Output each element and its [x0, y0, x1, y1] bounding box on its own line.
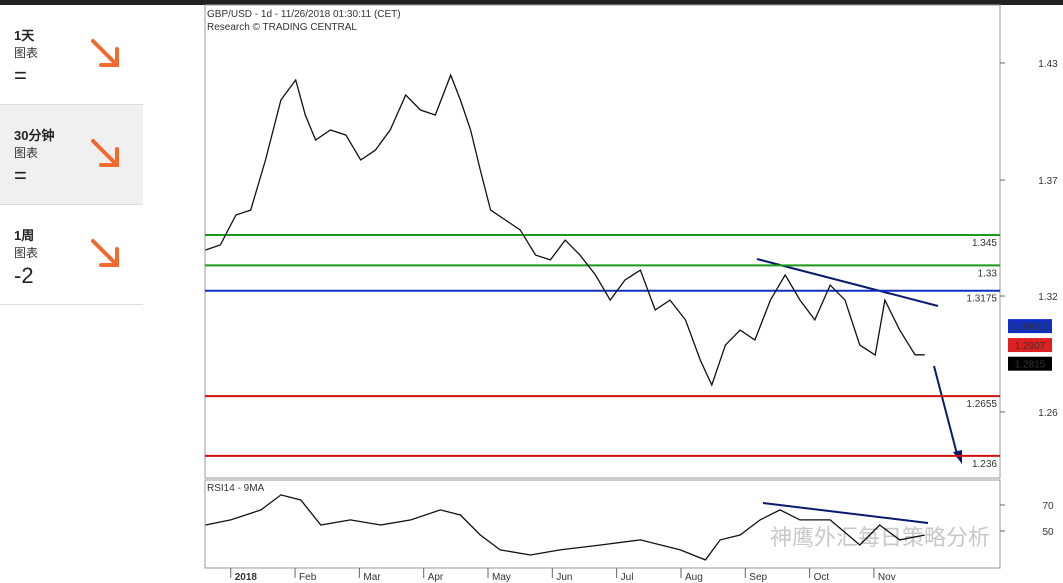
sidebar: 1天 图表 = 30分钟 图表 = 1周 图表 -2: [0, 5, 143, 305]
x-tick-label: Sep: [749, 572, 767, 583]
down-arrow-icon: [91, 239, 119, 267]
card-score: =: [14, 63, 27, 88]
chart-title: GBP/USD - 1d - 11/26/2018 01:30:11 (CET): [207, 9, 401, 20]
x-tick-label: Oct: [814, 572, 830, 583]
price-tag: [1008, 338, 1052, 353]
x-tick-label: Feb: [299, 572, 317, 583]
y-tick-label: 1.32: [1038, 292, 1058, 303]
card-label: 图表: [14, 46, 39, 60]
x-tick-label: Jul: [621, 572, 634, 583]
level-label: 1.236: [972, 459, 997, 470]
price-tag-label: 1.2815: [1015, 360, 1046, 371]
x-tick-label: Aug: [685, 572, 703, 583]
rsi-frame: [204, 479, 1001, 569]
top-bar: [0, 0, 1063, 5]
card-period: 30分钟: [14, 128, 55, 143]
price-tag: [1008, 356, 1052, 371]
card-period: 1天: [14, 28, 35, 43]
card-period: 1周: [14, 228, 35, 243]
x-tick-label: Mar: [363, 572, 381, 583]
price-tag-label: 1.2907: [1015, 341, 1046, 352]
x-tick-label: 2018: [235, 572, 258, 583]
timeframe-card: 1天图表 =: [0, 5, 143, 105]
card-score: -2: [14, 263, 34, 288]
timeframe-card: 1周图表 -2: [0, 205, 143, 305]
level-label: 1.3175: [966, 294, 997, 305]
arrow-head: [953, 450, 962, 464]
y-tick-label: 1.37: [1038, 176, 1058, 187]
card-label: 图表: [14, 146, 39, 160]
timeframe-card: 30分钟图表 =: [0, 105, 143, 205]
rsi-trend-line: [762, 502, 929, 524]
chart-subtitle: Research © TRADING CENTRAL: [207, 22, 357, 33]
down-arrow-icon: [91, 139, 119, 167]
price-tag-label: 1.30005: [1012, 322, 1049, 333]
level-label: 1.2655: [966, 399, 997, 410]
forecast-arrow: [933, 365, 959, 459]
y-tick-label: 1.26: [1038, 408, 1058, 419]
price-frame: [204, 4, 1001, 479]
level-label: 1.33: [978, 268, 998, 279]
series-line: [205, 494, 925, 561]
trend-line: [756, 258, 939, 307]
price-tag: [1008, 319, 1052, 334]
series-line: [205, 73, 925, 387]
card-label: 图表: [14, 246, 39, 260]
y-tick-label: 70: [1042, 501, 1054, 512]
level-label: 1.345: [972, 238, 997, 249]
x-tick-label: Nov: [878, 572, 896, 583]
x-tick-label: May: [492, 572, 511, 583]
card-score: =: [14, 163, 27, 188]
watermark: 神鹰外汇每日策略分析: [770, 525, 990, 550]
x-tick-label: Apr: [428, 572, 444, 583]
y-tick-label: 1.43: [1038, 59, 1058, 70]
x-tick-label: Jun: [556, 572, 572, 583]
down-arrow-icon: [91, 39, 119, 67]
y-tick-label: 50: [1042, 527, 1054, 538]
rsi-title: RSI14 - 9MA: [207, 483, 265, 494]
